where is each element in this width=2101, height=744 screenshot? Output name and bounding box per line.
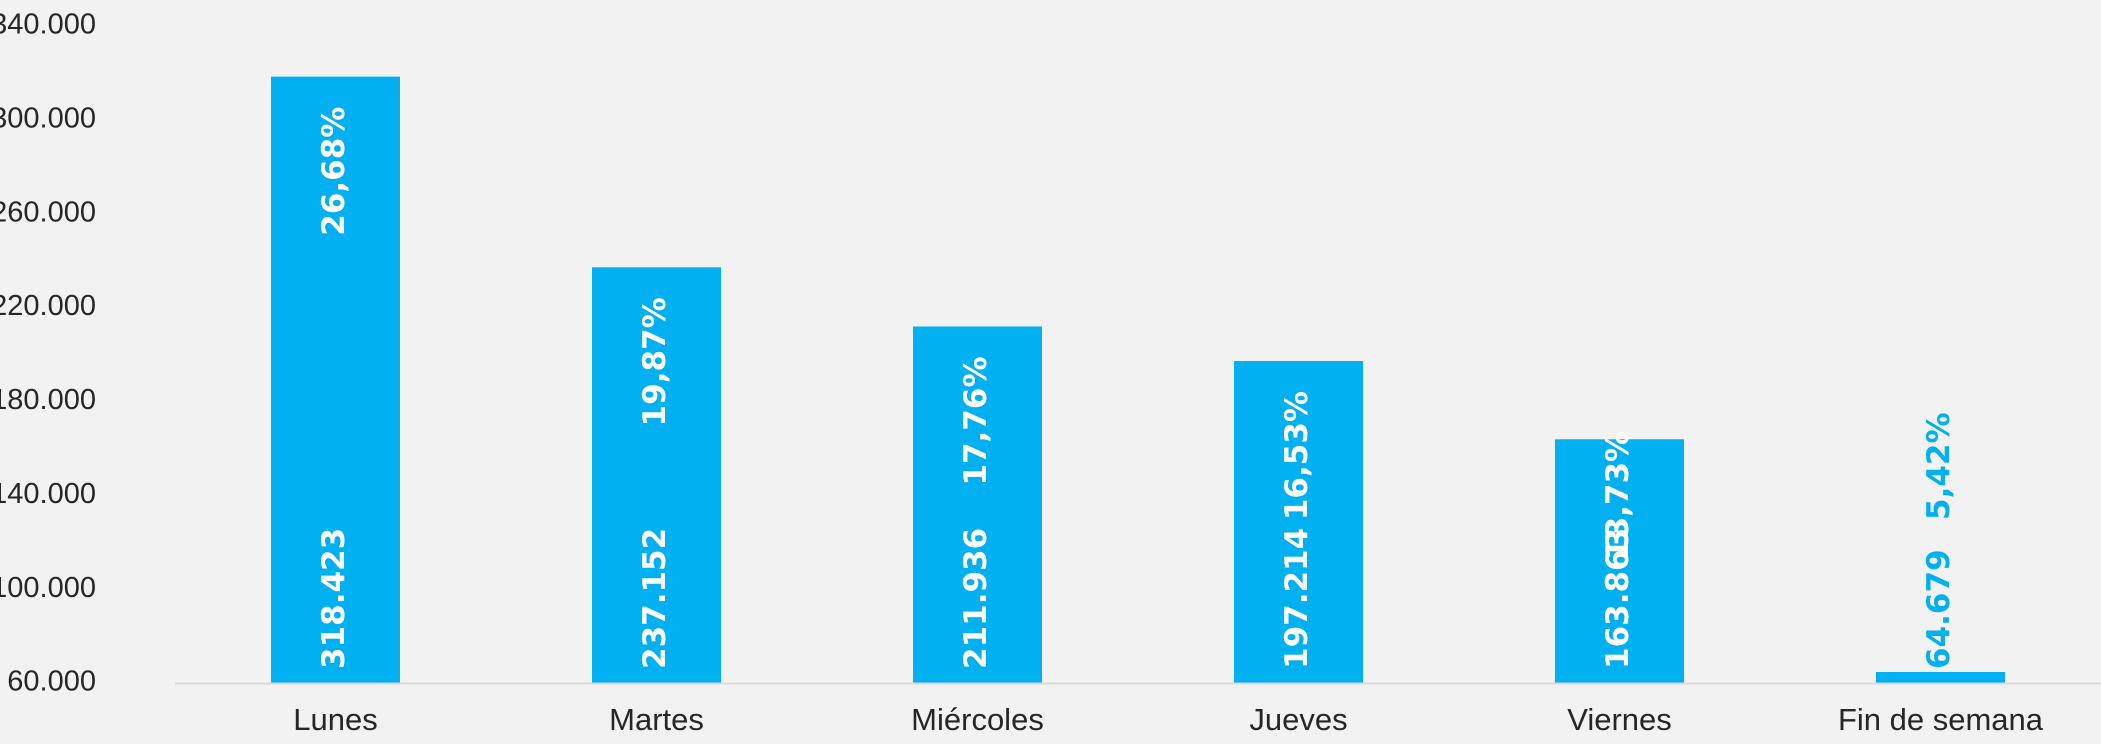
y-tick-label: 140.000	[0, 478, 96, 510]
x-tick-label: Lunes	[293, 702, 377, 737]
y-tick-label: 220.000	[0, 290, 96, 322]
x-tick-label: Martes	[609, 702, 704, 737]
x-tick-label: Jueves	[1249, 702, 1347, 737]
y-tick-label: 60.000	[7, 666, 96, 698]
percent-label: 19,87%	[637, 297, 673, 426]
y-tick-label: 180.000	[0, 384, 96, 416]
bar-lunes[interactable]	[271, 76, 400, 683]
x-tick-label: Miércoles	[911, 702, 1044, 737]
value-label: 318.423	[316, 528, 352, 669]
percent-label: 16,53%	[1279, 391, 1315, 520]
bar-jueves[interactable]	[1234, 361, 1363, 683]
bar-miércoles[interactable]	[913, 326, 1042, 683]
value-label: 237.152	[637, 528, 673, 669]
percent-label: 26,68%	[316, 107, 352, 236]
value-label: 64.679	[1921, 549, 1957, 669]
value-label: 163.863	[1600, 528, 1636, 669]
y-tick-label: 340.000	[0, 9, 96, 41]
bar-martes[interactable]	[592, 267, 721, 683]
percent-label: 13,73%	[1600, 431, 1636, 560]
bar-fin-de-semana[interactable]	[1876, 672, 2005, 683]
bar-viernes[interactable]	[1555, 439, 1684, 683]
percent-label: 5,42%	[1921, 412, 1957, 520]
value-label: 197.214	[1279, 528, 1315, 669]
y-tick-label: 100.000	[0, 572, 96, 604]
y-tick-label: 300.000	[0, 103, 96, 135]
value-label: 211.936	[958, 528, 994, 669]
percent-label: 17,76%	[958, 356, 994, 485]
y-tick-label: 260.000	[0, 196, 96, 228]
x-tick-label: Viernes	[1567, 702, 1672, 737]
x-tick-label: Fin de semana	[1838, 702, 2044, 737]
